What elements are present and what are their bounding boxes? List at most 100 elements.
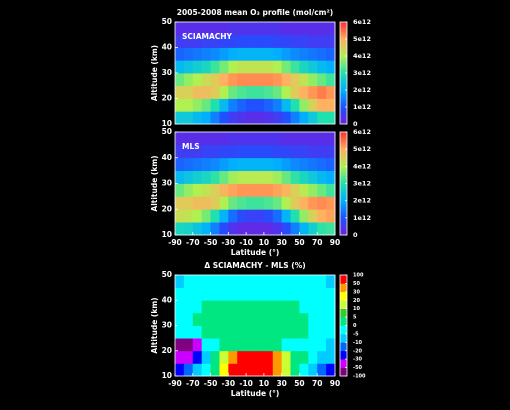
heatmap-cell (272, 350, 283, 364)
colorbar-segment (340, 23, 347, 26)
colorbar-segment (340, 79, 347, 82)
heatmap-cell (308, 85, 318, 99)
heatmap-cell (263, 111, 274, 125)
x-tick-label: 70 (312, 238, 322, 247)
heatmap-cell (228, 300, 238, 314)
heatmap-cell (290, 300, 300, 314)
panel-title: Δ SCIAMACHY - MLS (%) (204, 261, 305, 270)
y-tick-label: 10 (162, 371, 172, 380)
heatmap-cell (175, 222, 185, 236)
heatmap-cell (317, 34, 327, 48)
heatmap-cell (281, 350, 291, 364)
colorbar-segment (340, 69, 347, 72)
colorbar-segment (340, 52, 347, 55)
colorbar-tick-label: 2e12 (353, 197, 371, 205)
heatmap-cell (317, 275, 327, 289)
heatmap-cell (317, 312, 327, 326)
colorbar-segment (340, 44, 347, 47)
heatmap-cell (192, 34, 203, 48)
colorbar-segment (340, 185, 347, 188)
heatmap-cell (228, 196, 238, 210)
heatmap-cell (326, 325, 336, 339)
heatmap-cell (281, 338, 291, 352)
heatmap-cell (281, 73, 291, 87)
colorbar-segment (340, 192, 347, 195)
colorbar-segment (340, 219, 347, 222)
heatmap-cell (237, 312, 247, 326)
heatmap-cell (263, 73, 274, 87)
heatmap-cell (326, 60, 336, 74)
heatmap-cell (326, 363, 336, 377)
heatmap-cell (175, 312, 185, 326)
heatmap-cell (272, 325, 283, 339)
heatmap-cell (263, 196, 274, 210)
y-tick-label: 40 (162, 295, 172, 304)
heatmap-cell (299, 98, 309, 112)
colorbar-segment (340, 73, 347, 75)
heatmap-cell (255, 338, 265, 352)
heatmap-cell (228, 47, 238, 61)
heatmap-cell (183, 363, 194, 377)
colorbar-segment (340, 74, 347, 77)
heatmap-cell (272, 111, 283, 125)
x-tick-label: -50 (204, 379, 218, 388)
heatmap-cell (326, 350, 336, 364)
colorbar-segment (340, 105, 347, 108)
heatmap-cell (175, 47, 185, 61)
panel-label: SCIAMACHY (182, 32, 233, 41)
heatmap-cell (192, 132, 203, 146)
colorbar-segment (340, 59, 347, 62)
heatmap-cell (228, 85, 238, 99)
heatmap-cell (317, 350, 327, 364)
heatmap-cell (308, 111, 318, 125)
heatmap-cell (237, 300, 247, 314)
heatmap-cell (290, 170, 300, 184)
colorbar-segment (340, 174, 347, 177)
heatmap-cell (317, 196, 327, 210)
heatmap-cell (317, 363, 327, 377)
heatmap-cell (219, 73, 229, 87)
heatmap-cell (192, 325, 203, 339)
colorbar-segment (340, 367, 347, 377)
heatmap-cell (272, 22, 283, 36)
colorbar-segment (340, 171, 347, 174)
heatmap-cell (219, 312, 229, 326)
heatmap-cell (246, 287, 256, 301)
colorbar-frame (339, 131, 348, 236)
heatmap-cell (255, 312, 265, 326)
colorbar-segment (340, 39, 347, 41)
heatmap-cell (219, 85, 229, 99)
heatmap-cell (183, 222, 194, 236)
colorbar-segment (340, 40, 347, 43)
heatmap-cell (183, 287, 194, 301)
heatmap-cell (210, 222, 220, 236)
heatmap-cell (263, 222, 274, 236)
heatmap-cell (281, 47, 291, 61)
heatmap-cell (201, 209, 211, 223)
heatmap-cell (326, 132, 336, 146)
colorbar-segment (340, 190, 347, 193)
heatmap-cell (219, 338, 229, 352)
heatmap-cell (192, 111, 203, 125)
heatmap-cell (326, 73, 336, 87)
heatmap-cell (290, 111, 300, 125)
colorbar-segment (340, 359, 347, 368)
heatmap-cell (299, 144, 309, 159)
colorbar-segment (340, 350, 347, 360)
colorbar-segment (340, 168, 347, 171)
colorbar-tick-label: 6e12 (353, 18, 371, 26)
colorbar-segment (340, 156, 347, 159)
x-tick-label: 50 (294, 238, 304, 247)
heatmap-cell (192, 209, 203, 223)
colorbar-segment (340, 54, 347, 57)
heatmap-cell (192, 85, 203, 99)
heatmap-cell (263, 85, 274, 99)
heatmap-cell (210, 183, 220, 197)
heatmap-cell (272, 132, 283, 146)
heatmap-cell (201, 363, 211, 377)
heatmap-cell (255, 22, 265, 36)
heatmap-cell (281, 85, 291, 99)
heatmap-cell (237, 98, 247, 112)
heatmap-cell (299, 85, 309, 99)
heatmap-cell (228, 222, 238, 236)
